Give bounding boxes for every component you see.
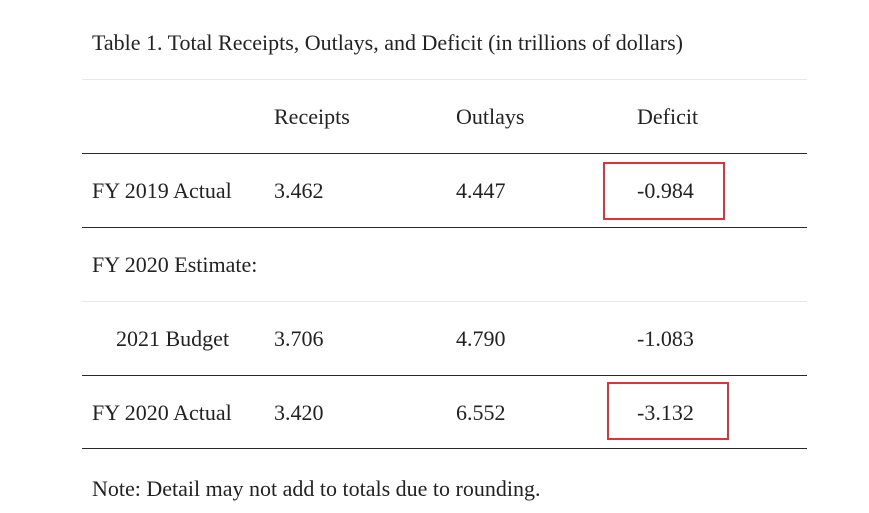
deficit-highlight-box [607,382,729,440]
receipts-value: 3.420 [274,400,324,425]
row-label: 2021 Budget [116,326,230,351]
outlays-value: 6.552 [456,400,506,425]
receipts-value: 3.462 [274,178,324,203]
table-note: Note: Detail may not add to totals due t… [92,476,541,501]
table-caption: Table 1. Total Receipts, Outlays, and De… [92,30,683,55]
deficit-highlight-box [603,162,725,220]
deficit-value: -1.083 [637,326,694,351]
row-label: FY 2020 Estimate: [92,252,258,277]
header-deficit: Deficit [637,104,699,129]
table-row: FY 2020 Estimate: [82,227,807,301]
header-outlays: Outlays [456,104,525,129]
table-row: FY 2019 Actual 3.462 4.447 -0.984 [82,153,807,227]
outlays-value: 4.447 [456,178,506,203]
row-label: FY 2019 Actual [92,178,232,203]
outlays-value: 4.790 [456,326,506,351]
table-row: FY 2020 Actual 3.420 6.552 -3.132 [82,375,807,449]
row-label: FY 2020 Actual [92,400,232,425]
table-row: 2021 Budget 3.706 4.790 -1.083 [82,301,807,375]
table-header-row: Receipts Outlays Deficit [82,79,807,153]
receipts-value: 3.706 [274,326,324,351]
deficit-value: -0.984 [637,178,694,203]
header-receipts: Receipts [274,104,350,129]
financial-table: Receipts Outlays Deficit FY 2019 Actual … [82,79,807,449]
deficit-value: -3.132 [637,400,694,425]
